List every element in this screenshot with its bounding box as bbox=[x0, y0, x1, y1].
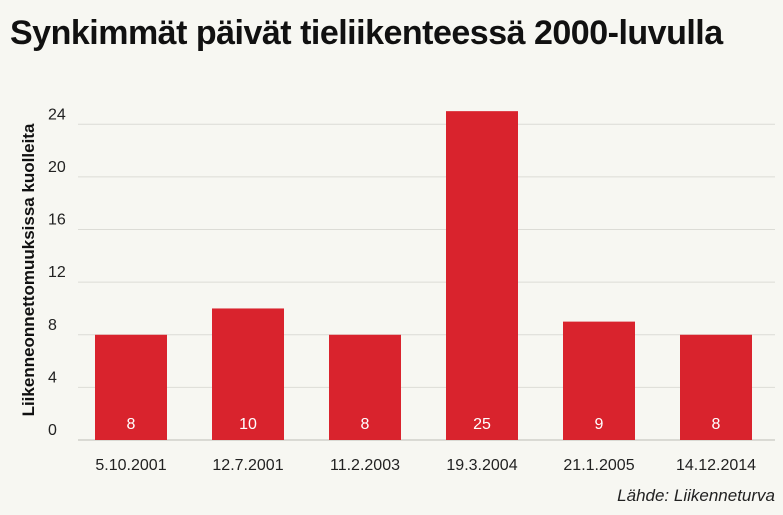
bar-value-label: 8 bbox=[712, 416, 721, 433]
bar-value-label: 9 bbox=[595, 416, 604, 433]
y-tick-label: 0 bbox=[48, 422, 57, 439]
y-tick-label: 16 bbox=[48, 212, 66, 229]
x-tick-label: 11.2.2003 bbox=[330, 457, 400, 474]
bar-value-label: 8 bbox=[127, 416, 136, 433]
y-tick-label: 20 bbox=[48, 159, 66, 176]
y-tick-label: 12 bbox=[48, 264, 66, 281]
bar-2 bbox=[329, 334, 401, 440]
y-tick-label: 4 bbox=[48, 369, 57, 386]
x-tick-label: 5.10.2001 bbox=[95, 457, 166, 474]
x-tick-label: 12.7.2001 bbox=[212, 457, 283, 474]
bar-1 bbox=[212, 308, 284, 440]
bars: 8 10 8 25 9 8 bbox=[95, 111, 752, 441]
bar-4 bbox=[563, 321, 635, 440]
source-note: Lähde: Liikenneturva bbox=[617, 486, 775, 505]
y-tick-label: 8 bbox=[48, 317, 57, 334]
gridlines bbox=[78, 123, 775, 441]
chart-title: Synkimmät päivät tieliikenteessä 2000-lu… bbox=[10, 14, 723, 52]
x-axis-ticks: 5.10.2001 12.7.2001 11.2.2003 19.3.2004 21.1… bbox=[95, 457, 756, 474]
bar-5 bbox=[680, 334, 752, 440]
y-tick-label: 24 bbox=[48, 106, 66, 123]
x-tick-label: 21.1.2005 bbox=[563, 457, 634, 474]
bar-3 bbox=[446, 111, 518, 441]
y-axis-ticks: 0 4 8 12 16 20 24 bbox=[48, 106, 66, 439]
x-tick-label: 14.12.2014 bbox=[676, 457, 756, 474]
y-axis-label: Liikenneonnettomuuksissa kuolleita bbox=[19, 123, 38, 416]
bar-value-label: 25 bbox=[473, 416, 491, 433]
bar-value-label: 10 bbox=[239, 416, 257, 433]
bar-value-label: 8 bbox=[361, 416, 370, 433]
bar-0 bbox=[95, 334, 167, 440]
x-tick-label: 19.3.2004 bbox=[446, 457, 517, 474]
